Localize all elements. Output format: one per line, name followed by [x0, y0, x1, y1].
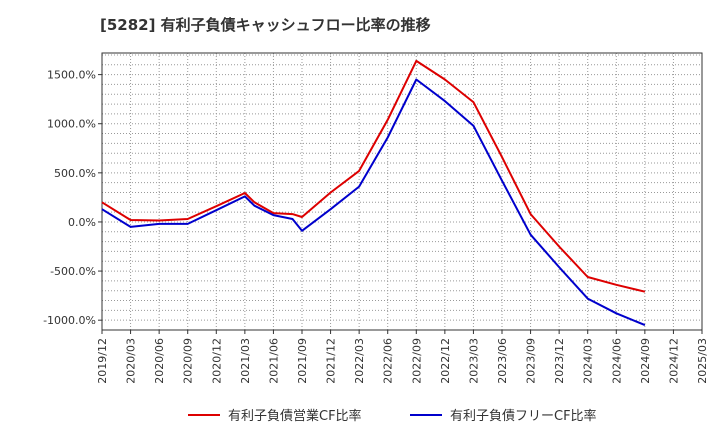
x-tick-label: 2024/06 — [610, 338, 623, 384]
series-line-1 — [101, 59, 646, 293]
x-tick-label: 2024/12 — [667, 338, 680, 384]
plot-border — [101, 52, 703, 331]
x-tick-label: 2022/06 — [382, 338, 395, 384]
x-tick-label: 2021/03 — [239, 338, 252, 384]
x-tick-label: 2022/03 — [353, 338, 366, 384]
x-tick-label: 2019/12 — [96, 338, 109, 384]
x-tick-label: 2024/09 — [639, 338, 652, 384]
x-tick-label: 2023/03 — [467, 338, 480, 384]
x-tick-label: 2023/06 — [496, 338, 509, 384]
chart-title: [5282] 有利子負債キャッシュフロー比率の推移 — [100, 16, 431, 34]
x-tick-label: 2024/03 — [582, 338, 595, 384]
x-tick-label: 2022/09 — [410, 338, 423, 384]
y-tick-label: -500.0% — [50, 265, 96, 278]
y-tick-label: 500.0% — [54, 167, 96, 180]
x-tick-label: 2021/06 — [267, 338, 280, 384]
x-tick-label: 2020/09 — [182, 338, 195, 384]
x-tick-label: 2023/09 — [525, 338, 538, 384]
x-tick-label: 2020/12 — [210, 338, 223, 384]
y-tick-label: 1000.0% — [47, 118, 96, 131]
x-tick-label: 2020/03 — [125, 338, 138, 384]
y-tick-label: 0.0% — [68, 216, 96, 229]
y-tick-label: -1000.0% — [43, 314, 96, 327]
x-tick-label: 2023/12 — [553, 338, 566, 384]
plot-area — [102, 53, 702, 330]
series-line-2 — [101, 78, 646, 327]
x-tick-label: 2025/03 — [696, 338, 709, 384]
y-tick-label: 1500.0% — [47, 69, 96, 82]
x-tick-label: 2022/12 — [439, 338, 452, 384]
legend-label-1: 有利子負債営業CF比率 — [228, 408, 362, 424]
x-tick-label: 2020/06 — [153, 338, 166, 384]
legend-label-2: 有利子負債フリーCF比率 — [450, 408, 597, 424]
x-tick-label: 2021/09 — [296, 338, 309, 384]
x-tick-label: 2021/12 — [325, 338, 338, 384]
